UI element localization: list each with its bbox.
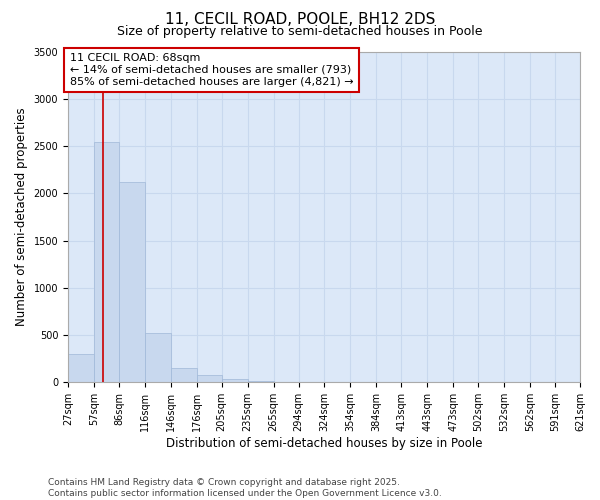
Bar: [94, 142, 119, 382]
Bar: [171, 368, 197, 382]
Bar: [68, 354, 94, 382]
X-axis label: Distribution of semi-detached houses by size in Poole: Distribution of semi-detached houses by …: [166, 437, 482, 450]
Text: 11, CECIL ROAD, POOLE, BH12 2DS: 11, CECIL ROAD, POOLE, BH12 2DS: [165, 12, 435, 28]
Bar: [145, 333, 171, 382]
Bar: [222, 379, 248, 382]
Bar: [197, 376, 222, 382]
Text: Size of property relative to semi-detached houses in Poole: Size of property relative to semi-detach…: [117, 25, 483, 38]
Text: Contains HM Land Registry data © Crown copyright and database right 2025.
Contai: Contains HM Land Registry data © Crown c…: [48, 478, 442, 498]
Bar: [119, 182, 145, 382]
Y-axis label: Number of semi-detached properties: Number of semi-detached properties: [15, 108, 28, 326]
Text: 11 CECIL ROAD: 68sqm
← 14% of semi-detached houses are smaller (793)
85% of semi: 11 CECIL ROAD: 68sqm ← 14% of semi-detac…: [70, 54, 353, 86]
